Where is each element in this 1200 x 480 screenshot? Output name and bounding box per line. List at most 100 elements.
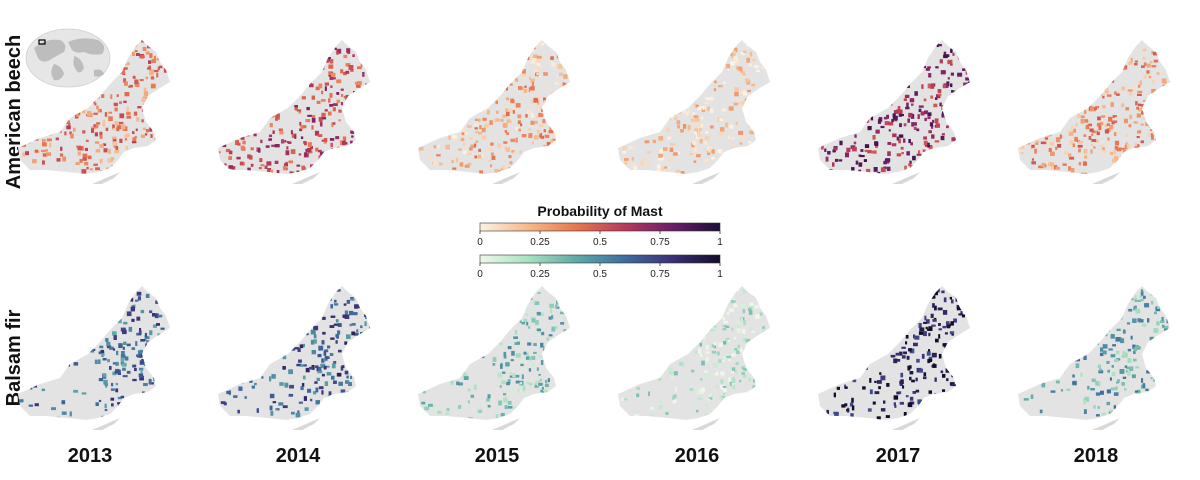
raster-cell (755, 314, 760, 319)
raster-cell (353, 348, 358, 352)
raster-cell (839, 58, 842, 64)
raster-cell (673, 304, 676, 309)
raster-cell (119, 171, 122, 174)
raster-cell (749, 112, 753, 115)
raster-cell (692, 140, 697, 146)
raster-cell (1078, 322, 1082, 325)
raster-cell (450, 110, 453, 116)
raster-cell (533, 135, 539, 140)
raster-cell (316, 51, 320, 54)
raster-cell (731, 370, 734, 374)
raster-cell (652, 41, 657, 46)
raster-cell (437, 108, 443, 113)
raster-cell (705, 306, 710, 309)
raster-cell (769, 331, 770, 335)
raster-cell (158, 43, 162, 46)
raster-cell (1109, 377, 1112, 381)
raster-cell (1053, 100, 1058, 103)
raster-cell (559, 72, 564, 77)
raster-cell (243, 124, 246, 128)
raster-cell (315, 387, 319, 393)
raster-cell (965, 77, 970, 81)
raster-cell (337, 330, 341, 335)
raster-cell (464, 110, 467, 114)
raster-cell (1168, 353, 1170, 358)
raster-cell (924, 407, 929, 411)
raster-cell (431, 310, 435, 314)
raster-cell (420, 89, 424, 93)
raster-cell (928, 390, 932, 394)
raster-cell (361, 120, 364, 124)
raster-cell (837, 108, 841, 113)
raster-cell (351, 135, 354, 138)
raster-cell (483, 58, 486, 62)
raster-cell (1064, 102, 1068, 105)
raster-cell (157, 130, 163, 135)
raster-cell (221, 415, 224, 420)
legend-tick-label: 0.25 (530, 269, 550, 280)
raster-cell (483, 68, 486, 73)
raster-cell (1090, 149, 1093, 154)
raster-cell (235, 56, 241, 60)
raster-cell (290, 347, 296, 351)
raster-cell (1102, 350, 1107, 355)
raster-cell (458, 405, 462, 409)
raster-cell (1063, 80, 1068, 83)
raster-cell (618, 80, 620, 84)
raster-cell (69, 131, 72, 135)
raster-cell (855, 70, 860, 75)
raster-cell (681, 104, 685, 110)
raster-cell (664, 76, 669, 81)
raster-cell (512, 110, 515, 114)
raster-cell (316, 100, 321, 104)
raster-cell (419, 146, 424, 151)
raster-cell (1117, 379, 1120, 383)
raster-cell (716, 351, 720, 356)
raster-cell (505, 86, 508, 91)
raster-cell (332, 122, 336, 125)
raster-cell (1092, 106, 1097, 111)
raster-cell (1119, 312, 1123, 316)
raster-cell (876, 319, 879, 322)
raster-cell (457, 316, 463, 321)
raster-cell (1124, 165, 1127, 170)
raster-cell (518, 86, 523, 90)
raster-cell (452, 167, 457, 170)
raster-cell (1055, 166, 1060, 170)
raster-cell (154, 69, 159, 73)
raster-cell (474, 42, 479, 46)
raster-cell (507, 379, 511, 384)
raster-cell (1104, 305, 1108, 308)
raster-cell (118, 50, 124, 53)
raster-cell (537, 148, 542, 154)
raster-cell (899, 351, 903, 356)
raster-cell (761, 93, 767, 97)
raster-cell (347, 158, 350, 163)
raster-cell (768, 376, 770, 382)
raster-cell (672, 399, 677, 404)
raster-cell (277, 61, 280, 65)
raster-cell (536, 328, 541, 332)
raster-cell (536, 311, 541, 316)
raster-cell (119, 138, 123, 143)
raster-cell (112, 138, 117, 144)
raster-cell (718, 131, 724, 137)
raster-cell (1129, 91, 1133, 96)
raster-cell (1133, 121, 1138, 124)
raster-cell (917, 114, 920, 119)
raster-cell (114, 107, 118, 112)
raster-cell (564, 163, 568, 166)
raster-cell (1119, 66, 1124, 71)
raster-cell (735, 362, 739, 366)
raster-cell (136, 286, 139, 290)
raster-cell (128, 85, 131, 88)
raster-cell (665, 50, 670, 55)
raster-cell (350, 140, 353, 144)
raster-cell (1028, 90, 1032, 94)
raster-cell (327, 111, 332, 116)
raster-cell (311, 114, 316, 120)
raster-cell (1036, 327, 1042, 331)
raster-cell (228, 72, 231, 77)
raster-cell (623, 325, 627, 329)
raster-cell (1121, 412, 1125, 415)
